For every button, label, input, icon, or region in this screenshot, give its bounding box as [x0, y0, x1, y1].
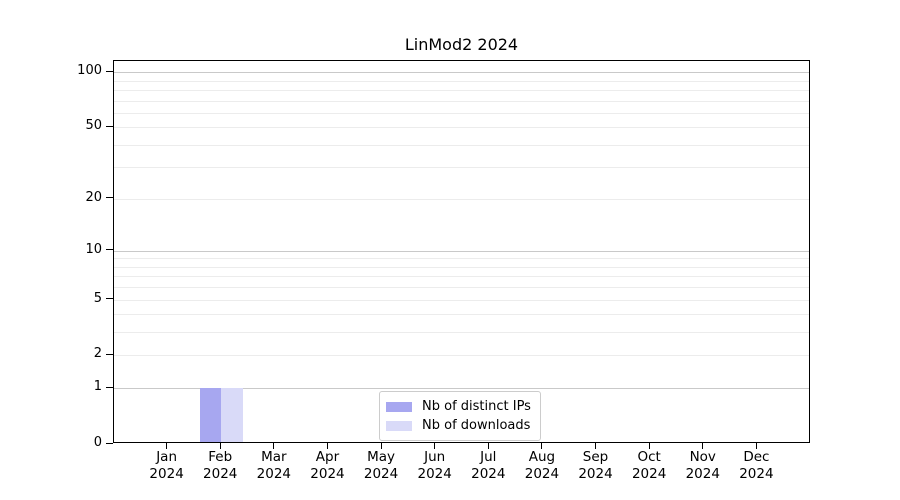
- x-tick-month: May: [367, 449, 396, 465]
- gridline-minor-7: [114, 276, 809, 278]
- y-tick-label-0: 0: [93, 435, 102, 450]
- x-tick-month: Jan: [156, 449, 178, 465]
- legend-item-nb-of-distinct-ips: Nb of distinct IPs: [386, 397, 531, 416]
- x-tick-month: Sep: [582, 449, 609, 465]
- plot-area: [113, 60, 810, 443]
- x-tick-label-mar: Mar 2024: [242, 449, 306, 483]
- y-tick-mark-100: [106, 70, 113, 72]
- x-tick-year: 2024: [149, 466, 184, 482]
- gridline-minor-80: [114, 89, 809, 91]
- gridline-minor-3: [114, 332, 809, 334]
- x-tick-month: Apr: [315, 449, 340, 465]
- x-tick-mark-dec: [755, 443, 757, 449]
- x-tick-year: 2024: [578, 466, 613, 482]
- x-tick-label-oct: Oct 2024: [617, 449, 681, 483]
- gridline-minor-20: [114, 198, 809, 200]
- y-tick-mark-50: [106, 125, 113, 127]
- y-tick-mark-2: [106, 353, 113, 355]
- x-tick-month: Aug: [528, 449, 556, 465]
- gridline-minor-70: [114, 100, 809, 102]
- gridline-minor-30: [114, 167, 809, 169]
- x-tick-label-nov: Nov 2024: [671, 449, 735, 483]
- x-tick-year: 2024: [310, 466, 345, 482]
- x-tick-year: 2024: [631, 466, 667, 482]
- x-tick-year: 2024: [256, 466, 292, 482]
- x-tick-mark-may: [380, 443, 382, 449]
- x-tick-year: 2024: [417, 466, 452, 482]
- x-tick-year: 2024: [203, 466, 238, 482]
- bar-nb-of-distinct-ips-feb-2024: [199, 388, 222, 442]
- y-tick-label-2: 2: [93, 346, 102, 362]
- chart-title: LinMod2 2024: [404, 35, 519, 54]
- gridline-minor-5: [114, 299, 809, 301]
- y-tick-label-1: 1: [93, 379, 102, 395]
- bar-nb-of-downloads-feb-2024: [221, 388, 243, 442]
- x-tick-mark-apr: [326, 443, 328, 449]
- x-tick-month: Feb: [208, 449, 233, 465]
- x-tick-year: 2024: [363, 466, 399, 482]
- x-tick-month: Nov: [689, 449, 716, 465]
- legend: Nb of distinct IPs Nb of downloads: [379, 391, 541, 441]
- x-tick-month: Oct: [637, 449, 661, 465]
- x-tick-label-jan: Jan 2024: [135, 449, 199, 483]
- gridline-minor-9: [114, 258, 809, 260]
- y-tick-mark-5: [106, 298, 113, 300]
- y-tick-label-5: 5: [93, 290, 102, 306]
- y-tick-mark-1: [106, 386, 113, 388]
- y-tick-mark-0: [106, 442, 113, 444]
- x-tick-year: 2024: [739, 466, 774, 482]
- gridline-minor-90: [114, 80, 809, 82]
- x-tick-mark-jan: [166, 443, 168, 449]
- x-tick-label-aug: Aug 2024: [510, 449, 574, 483]
- x-tick-label-feb: Feb 2024: [188, 449, 252, 483]
- x-tick-month: Jun: [424, 449, 446, 465]
- x-tick-year: 2024: [471, 466, 506, 482]
- x-tick-label-jul: Jul 2024: [456, 449, 520, 483]
- gridline-minor-6: [114, 287, 809, 289]
- x-tick-month: Mar: [261, 449, 287, 465]
- x-tick-mark-jul: [487, 443, 489, 449]
- legend-label-nb-of-downloads: Nb of downloads: [422, 418, 531, 433]
- x-tick-mark-mar: [273, 443, 275, 449]
- x-tick-year: 2024: [685, 466, 720, 482]
- gridline-minor-40: [114, 144, 809, 146]
- legend-swatch-nb-of-distinct-ips: [386, 401, 412, 412]
- gridline-minor-50: [114, 127, 809, 129]
- gridline-minor-4: [114, 314, 809, 316]
- x-tick-month: Jul: [480, 449, 497, 465]
- x-tick-month: Dec: [743, 449, 770, 465]
- gridline-major-100: [114, 72, 809, 74]
- legend-label-nb-of-distinct-ips: Nb of distinct IPs: [422, 399, 531, 414]
- x-tick-mark-nov: [702, 443, 704, 449]
- x-tick-label-may: May 2024: [349, 449, 413, 483]
- legend-swatch-nb-of-downloads: [386, 420, 412, 431]
- x-tick-label-dec: Dec 2024: [724, 449, 788, 483]
- gridline-minor-60: [114, 112, 809, 114]
- gridline-minor-2: [114, 355, 809, 357]
- x-tick-mark-oct: [648, 443, 650, 449]
- x-tick-mark-aug: [541, 443, 543, 449]
- x-tick-mark-jun: [434, 443, 436, 449]
- y-tick-label-100: 100: [77, 63, 102, 79]
- y-tick-label-20: 20: [85, 189, 102, 205]
- x-tick-mark-sep: [595, 443, 597, 449]
- y-tick-mark-10: [106, 249, 113, 251]
- gridline-major-10: [114, 250, 809, 252]
- gridline-major-1: [114, 388, 809, 390]
- x-tick-label-apr: Apr 2024: [295, 449, 359, 483]
- x-tick-year: 2024: [524, 466, 560, 482]
- y-tick-label-10: 10: [85, 241, 102, 257]
- legend-item-nb-of-downloads: Nb of downloads: [386, 416, 531, 435]
- x-tick-label-sep: Sep 2024: [564, 449, 628, 483]
- y-tick-mark-20: [106, 197, 113, 199]
- x-tick-mark-feb: [219, 443, 221, 449]
- gridline-minor-8: [114, 266, 809, 268]
- y-tick-label-50: 50: [85, 118, 102, 134]
- x-tick-label-jun: Jun 2024: [403, 449, 467, 483]
